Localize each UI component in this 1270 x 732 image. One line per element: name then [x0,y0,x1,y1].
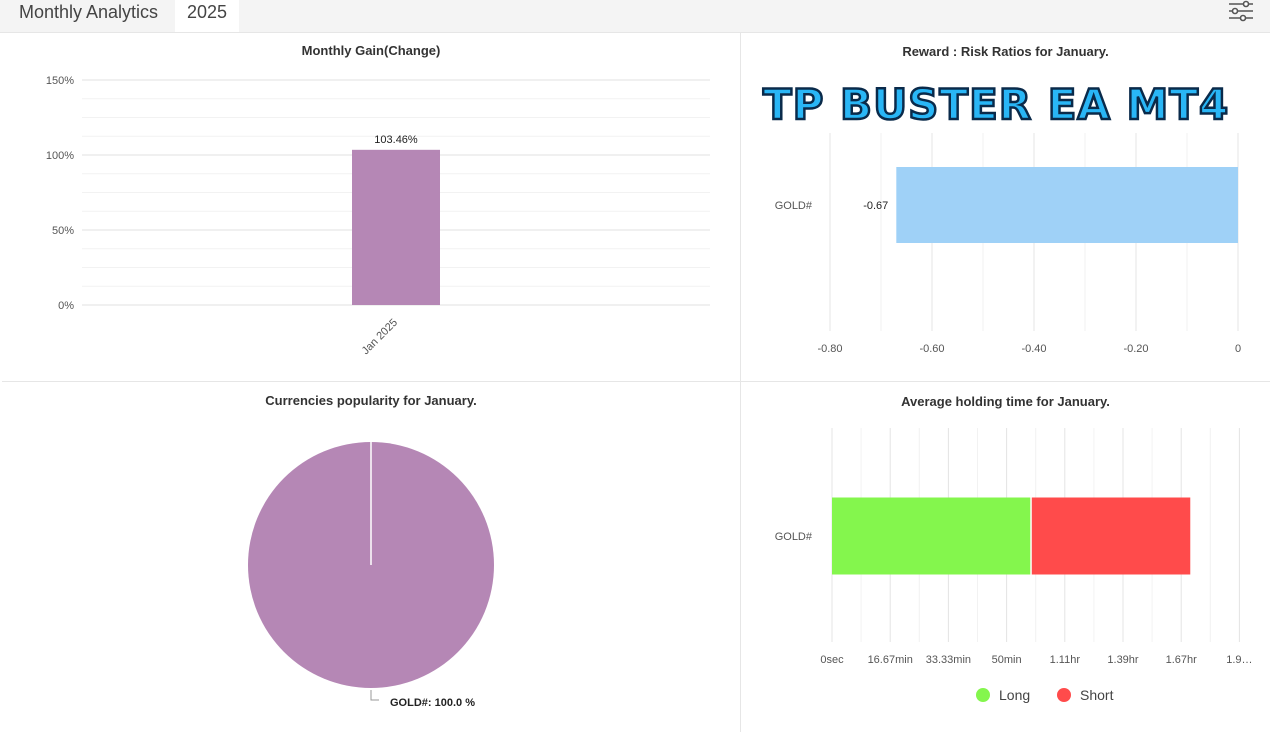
holding-time-panel: Average holding time for January. 0sec 16… [741,382,1270,732]
bar-long [832,497,1032,575]
holding-time-title: Average holding time for January. [901,394,1110,409]
tab-monthly-analytics[interactable]: Monthly Analytics [19,2,159,22]
top-bar: Monthly Analytics 2025 [0,0,1270,33]
x-tick-label: -0.60 [919,343,944,355]
legend-long[interactable]: Long [976,687,1030,703]
sliders-icon [1229,0,1253,22]
watermark-logo: TP BUSTER EA MT4 [762,79,1230,131]
legend-short[interactable]: Short [1057,687,1113,703]
x-tick-label: 16.67min [868,654,913,666]
y-tick-label: 0% [58,300,74,312]
reward-risk-chart: -0.80 -0.60 -0.40 -0.20 0 -0.67 GOLD# [775,133,1241,355]
legend-short-label: Short [1080,687,1114,703]
x-tick-label: 1.9… [1226,654,1252,666]
legend-long-swatch [976,688,990,702]
x-tick-label: 1.39hr [1107,654,1139,666]
x-tick-label: 50min [992,654,1022,666]
legend-long-label: Long [999,687,1031,703]
reward-risk-panel: Reward : Risk Ratios for January. -0.80-… [741,33,1270,382]
y-tick-label: 100% [46,150,74,162]
reward-risk-title: Reward : Risk Ratios for January. [902,44,1109,59]
monthly-gain-chart: 0% 50% 100% 150% 103.46% Jan 2025 [46,75,710,357]
slice-label-connector [370,690,379,701]
x-tick-label: Jan 2025 [360,317,400,357]
x-tick-label: 1.11hr [1050,654,1081,666]
monthly-gain-title: Monthly Gain(Change) [301,43,441,58]
data-label: -0.67 [863,200,888,212]
settings-button[interactable] [1226,0,1256,24]
y-tick-label: GOLD# [775,531,813,543]
bar-short [1031,497,1191,575]
currencies-chart: GOLD#: 100.0 % [248,442,494,709]
y-tick-label: 150% [46,75,74,87]
x-tick-label: 33.33min [926,654,971,666]
holding-time-chart: 0sec 16.67min 33.33min 50min 1.11hr 1.39hr 1.6… [775,428,1253,666]
currencies-title: Currencies popularity for January. [265,393,477,408]
tab-year[interactable]: 2025 [175,0,239,32]
legend-short-swatch [1057,688,1071,702]
bar [896,167,1238,243]
data-label: 103.46% [374,134,418,146]
bar [352,149,440,305]
x-tick-label: -0.20 [1123,343,1148,355]
x-tick-label: 0 [1235,343,1241,355]
x-tick-label: -0.40 [1021,343,1046,355]
x-tick-label: 0sec [820,654,844,666]
monthly-gain-panel: Monthly Gain(Change) 0% 50% 100% 150% 103.46… [2,33,741,382]
currencies-panel: Currencies popularity for January. GOLD#… [2,382,741,732]
x-tick-label: 1.67hr [1166,654,1198,666]
y-tick-label: GOLD# [775,200,813,212]
slice-label: GOLD#: 100.0 % [390,697,475,709]
y-tick-label: 50% [52,225,74,237]
x-tick-label: -0.80 [817,343,842,355]
